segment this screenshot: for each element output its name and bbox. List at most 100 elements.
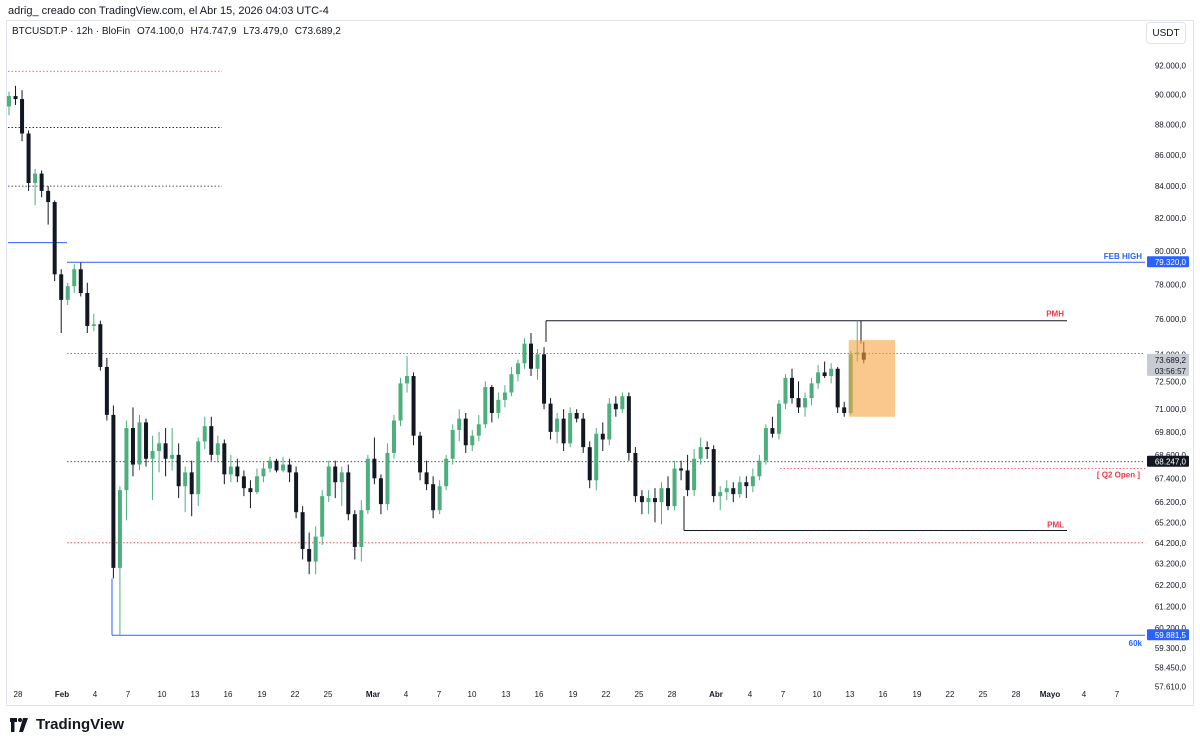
candle bbox=[248, 480, 253, 509]
candle bbox=[790, 368, 794, 404]
candle-body bbox=[542, 354, 547, 404]
price-label-text: 68.247,0 bbox=[1155, 458, 1187, 467]
candle-body bbox=[666, 488, 671, 507]
candle bbox=[731, 482, 736, 503]
candle bbox=[339, 466, 344, 507]
candle-body bbox=[124, 428, 129, 491]
candle bbox=[822, 361, 827, 378]
candle-body bbox=[157, 443, 162, 452]
candle-body bbox=[659, 488, 664, 503]
x-tick-label: Feb bbox=[55, 690, 69, 699]
y-axis: 92.000,0 90.000,0 88.000,0 86.000,0 84.000,0… bbox=[1147, 61, 1189, 692]
candle-body bbox=[98, 324, 103, 367]
candle-body bbox=[385, 452, 390, 505]
y-tick-label: 84.000,0 bbox=[1155, 182, 1187, 191]
x-tick-label: 10 bbox=[468, 690, 477, 699]
candle bbox=[405, 356, 410, 393]
candle bbox=[633, 447, 638, 503]
candle bbox=[52, 200, 57, 282]
price-label-box bbox=[1147, 455, 1189, 467]
candle-body bbox=[457, 418, 462, 430]
candle bbox=[359, 500, 364, 562]
x-tick-label: 16 bbox=[224, 690, 233, 699]
candle-body bbox=[822, 372, 827, 377]
candle-body bbox=[235, 466, 240, 477]
candle bbox=[320, 490, 325, 545]
y-tick-label: 88.000,0 bbox=[1155, 120, 1187, 129]
candle-body bbox=[685, 470, 690, 491]
candle bbox=[796, 381, 801, 413]
candle-body bbox=[170, 454, 175, 459]
y-tick-label: 71.000,0 bbox=[1155, 405, 1187, 414]
x-tick-label: 10 bbox=[813, 690, 822, 699]
candle bbox=[574, 409, 579, 423]
candle bbox=[783, 374, 788, 410]
candle bbox=[189, 460, 194, 517]
candle-body bbox=[307, 549, 312, 562]
candle bbox=[718, 486, 723, 511]
candle bbox=[391, 414, 396, 459]
candle-body bbox=[228, 466, 233, 475]
y-tick-label: 90.000,0 bbox=[1155, 91, 1187, 100]
candle bbox=[228, 454, 233, 483]
candle-body bbox=[522, 343, 527, 364]
x-tick-label: 19 bbox=[258, 690, 267, 699]
candle bbox=[20, 90, 25, 142]
annotation-label: 60k bbox=[1129, 639, 1143, 648]
candle bbox=[196, 437, 201, 507]
candle-body bbox=[646, 498, 651, 503]
candle bbox=[157, 431, 162, 473]
candle-body bbox=[529, 343, 533, 369]
candle-body bbox=[294, 472, 299, 513]
brand-name: TradingView bbox=[36, 716, 125, 733]
candle-body bbox=[372, 458, 377, 479]
candle bbox=[613, 396, 618, 417]
currency-button[interactable]: USDT bbox=[1146, 22, 1186, 44]
candle bbox=[326, 460, 331, 503]
price-label-text: 79.320,0 bbox=[1155, 258, 1187, 267]
candle-body bbox=[594, 433, 599, 481]
candle-body bbox=[196, 441, 201, 495]
tradingview-brand[interactable]: TradingView bbox=[8, 716, 124, 733]
x-tick-label: 25 bbox=[635, 690, 644, 699]
candle bbox=[268, 456, 272, 473]
x-tick-label: 22 bbox=[946, 690, 955, 699]
candle bbox=[594, 428, 599, 491]
candle-body bbox=[52, 202, 57, 275]
y-tick-label: 82.000,0 bbox=[1155, 214, 1187, 223]
candle bbox=[776, 399, 781, 440]
candle-body bbox=[555, 418, 560, 432]
candle bbox=[313, 526, 318, 575]
candle-body bbox=[763, 428, 768, 461]
candle-body bbox=[496, 399, 501, 413]
candle-body bbox=[33, 173, 38, 184]
candle bbox=[346, 464, 351, 521]
candle bbox=[7, 91, 11, 116]
candle bbox=[424, 460, 429, 491]
candle-body bbox=[692, 458, 697, 491]
y-tick-label: 62.200,0 bbox=[1155, 581, 1187, 590]
candle-body bbox=[568, 412, 573, 444]
x-tick-label: 4 bbox=[404, 690, 409, 699]
x-tick-label: 19 bbox=[569, 690, 578, 699]
levels-layer bbox=[8, 70, 1145, 636]
candle bbox=[281, 456, 286, 473]
candle bbox=[65, 282, 70, 306]
candle-body bbox=[809, 383, 814, 399]
candle bbox=[130, 407, 135, 477]
candle bbox=[450, 424, 455, 465]
candle bbox=[809, 377, 814, 406]
candle-body bbox=[770, 428, 775, 434]
candle-body bbox=[672, 468, 677, 507]
candle bbox=[418, 431, 423, 481]
candle-body bbox=[183, 472, 188, 487]
candle-body bbox=[776, 403, 781, 434]
candle-body bbox=[111, 414, 116, 568]
candle bbox=[770, 416, 775, 438]
x-tick-label: 7 bbox=[437, 690, 442, 699]
candle bbox=[835, 366, 840, 413]
candle-body bbox=[411, 376, 416, 436]
symbol-name[interactable]: BTCUSDT.P · 12h · BloFin bbox=[12, 26, 131, 37]
candle bbox=[587, 441, 592, 489]
